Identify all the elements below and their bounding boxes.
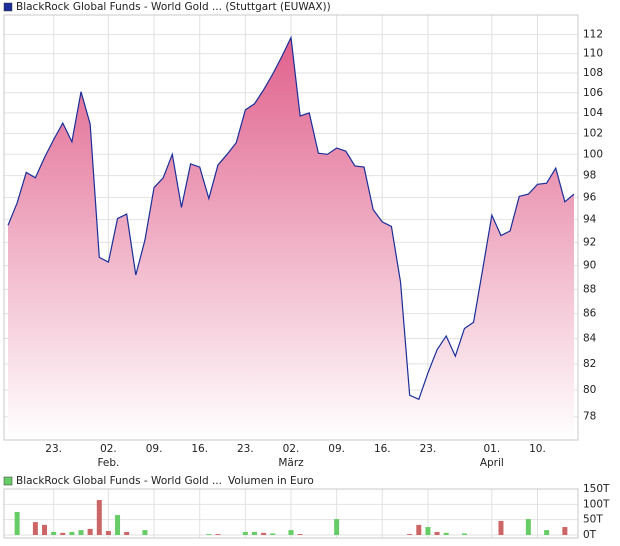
y-tick-label: 84 [583, 332, 597, 344]
y-tick-label: 80 [583, 384, 596, 396]
volume-bar [416, 524, 422, 535]
plot-frame [3, 488, 579, 539]
line [7, 35, 575, 401]
x-month-label: Feb. [97, 457, 119, 469]
x-month-label: März [278, 457, 304, 469]
volume-bar [206, 534, 212, 535]
volume-bar [96, 500, 102, 535]
volume-bar [14, 512, 20, 535]
volume-bar [270, 533, 276, 535]
volume-bar [251, 531, 257, 535]
volume-bar [434, 531, 440, 535]
x-tick-label: 23. [237, 443, 254, 455]
volume-bar [461, 533, 467, 535]
y-tick-label: 78 [583, 411, 596, 423]
y-axis-label: Volumen in Euro [228, 475, 314, 487]
y-tick-label: 112 [583, 29, 603, 41]
x-tick-label: 02. [100, 443, 117, 455]
y-tick-label: 94 [583, 214, 597, 226]
x-tick-label: 16. [191, 443, 208, 455]
volume-bar [124, 531, 130, 535]
x-month-label: April [480, 457, 504, 469]
volume-bar [544, 530, 550, 535]
x-tick-label: 23. [45, 443, 62, 455]
volume-bar [32, 522, 38, 535]
legend-swatch [3, 2, 13, 12]
volume-bar [78, 530, 84, 535]
plot-frame [3, 14, 579, 441]
x-tick-label: 09. [328, 443, 345, 455]
volume-bar [288, 530, 294, 535]
volume-bar [334, 519, 340, 535]
y-tick-label: 96 [583, 191, 597, 203]
y-tick-label: 110 [583, 48, 603, 60]
x-tick-label: 09. [146, 443, 163, 455]
y-tick-label: 98 [583, 170, 596, 182]
x-tick-label: 16. [374, 443, 391, 455]
volume-bar [242, 531, 248, 535]
x-tick-label: 10. [529, 443, 546, 455]
volume-bar [261, 532, 267, 535]
y-tick-label: 86 [583, 308, 597, 320]
volume-bar [425, 527, 431, 535]
volume-bar [51, 531, 57, 535]
volume-bar [60, 532, 66, 535]
volume-bar [562, 527, 568, 535]
x-tick-label: 23. [420, 443, 437, 455]
volume-bar [215, 534, 221, 535]
y-tick-label: 108 [583, 67, 603, 79]
legend-label: BlackRock Global Funds - World Gold ... [16, 475, 222, 487]
volume-bar [407, 534, 413, 535]
y-tick-label: 90 [583, 260, 596, 272]
y-tick-label: 88 [583, 283, 596, 295]
volume-bar [69, 531, 75, 535]
y-tick-label: 102 [583, 127, 603, 139]
legend-swatch [3, 476, 13, 486]
y-tick-label: 50T [583, 514, 603, 526]
volume-bar [443, 532, 449, 535]
y-tick-label: 0T [583, 529, 597, 541]
y-tick-label: 92 [583, 236, 596, 248]
x-tick-label: 02. [283, 443, 300, 455]
volume-bar [498, 520, 504, 535]
x-tick-label: 01. [483, 443, 500, 455]
y-tick-label: 100T [583, 498, 610, 510]
volume-bar [297, 534, 303, 535]
area [8, 37, 574, 441]
volume-bar [525, 519, 531, 535]
y-tick-label: 106 [583, 87, 603, 99]
volume-bar [115, 515, 121, 535]
y-tick-label: 104 [583, 107, 603, 119]
volume-bar [42, 524, 48, 535]
volume-bar [142, 530, 148, 535]
y-tick-label: 82 [583, 358, 596, 370]
y-tick-label: 100 [583, 148, 603, 160]
y-tick-label: 150T [583, 483, 610, 495]
legend-label: BlackRock Global Funds - World Gold ... … [16, 1, 331, 13]
volume-bar [87, 528, 93, 535]
volume-bar [105, 531, 111, 535]
